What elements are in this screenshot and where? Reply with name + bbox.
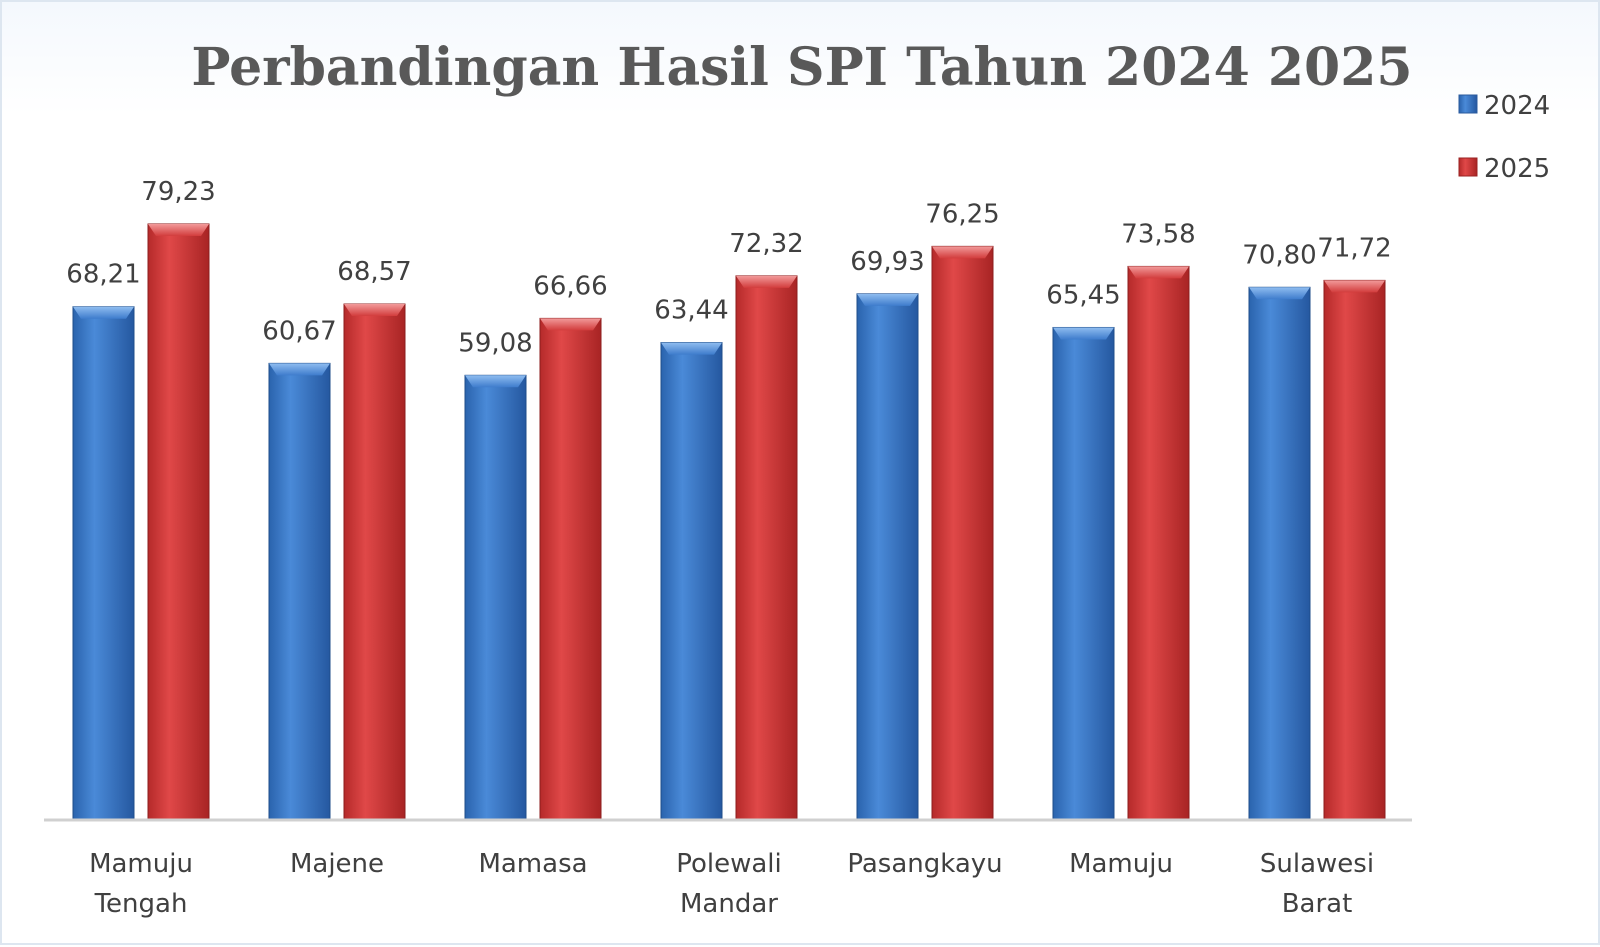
data-label-2024-3: 63,44 [654,296,728,326]
data-label-2025-5: 73,58 [1121,219,1195,249]
bar-cap [344,304,405,317]
bar-cap [148,223,209,236]
bar-2025-3 [735,275,798,820]
bar-cap [465,375,526,388]
data-label-2024-4: 69,93 [850,247,924,277]
legend: 2024 2025 [1458,91,1550,184]
bars-layer [72,223,1386,820]
data-label-2025-3: 72,32 [729,229,803,259]
legend-swatch-2025 [1458,157,1478,177]
bar-cap [1053,327,1114,340]
bar-cap [1249,287,1310,300]
legend-label-2025: 2025 [1484,154,1550,184]
bar-body [735,275,798,820]
category-label-3: Polewali Mandar [676,849,782,919]
data-label-2024-6: 70,80 [1242,240,1316,270]
bar-2025-2 [539,317,602,820]
chart-title: Perbandingan Hasil SPI Tahun 2024 2025 [191,37,1412,98]
bar-cap [1128,266,1189,279]
category-label-1: Majene [290,849,384,879]
bar-2024-3 [660,342,723,820]
bar-cap [932,246,993,259]
bar-cap [1324,280,1385,293]
bar-2024-2 [464,374,527,820]
data-label-2025-4: 76,25 [925,199,999,229]
bar-body [268,362,331,820]
legend-item-2025: 2025 [1458,154,1550,184]
data-label-2024-1: 60,67 [262,316,336,346]
bar-2025-6 [1323,279,1386,820]
data-label-2024-0: 68,21 [66,260,140,290]
bar-body [856,293,919,820]
bar-cap [540,318,601,331]
bar-2024-5 [1052,326,1115,820]
bar-2025-4 [931,245,994,820]
bar-2025-1 [343,303,406,820]
bar-cap [73,306,134,319]
bar-body [1052,326,1115,820]
bar-cap [269,363,330,376]
category-label-5: Mamuju [1069,849,1173,879]
bar-cap [736,275,797,288]
category-label-4: Pasangkayu [847,849,1002,879]
bar-body [72,306,135,820]
data-label-2025-6: 71,72 [1317,233,1391,263]
bar-body [931,245,994,820]
bar-cap [857,293,918,306]
legend-swatch-2024 [1458,94,1478,114]
bar-body [464,374,527,820]
category-label-6: Sulawesi Barat [1260,849,1374,919]
bar-cap [661,342,722,355]
data-label-2025-1: 68,57 [337,257,411,287]
bar-2024-1 [268,362,331,820]
bar-2025-5 [1127,265,1190,820]
bar-2024-6 [1248,286,1311,820]
bar-body [1248,286,1311,820]
bar-body [1127,265,1190,820]
bar-body [343,303,406,820]
category-label-2: Mamasa [478,849,587,879]
data-label-2024-2: 59,08 [458,328,532,358]
category-labels-layer: Mamuju Tengah Majene Mamasa Polewali Mandar Pa… [89,849,1374,919]
category-label-0: Mamuju Tengah [89,849,193,919]
bar-2024-4 [856,293,919,820]
bar-body [1323,279,1386,820]
bar-body [539,317,602,820]
data-label-2025-2: 66,66 [533,271,607,301]
bar-2024-0 [72,306,135,820]
data-label-2024-5: 65,45 [1046,280,1120,310]
legend-label-2024: 2024 [1484,91,1550,121]
data-labels-layer: 68,21 60,67 59,08 63,44 69,93 65,45 70,80 79,23… [66,177,1391,358]
bar-body [660,342,723,820]
bar-2025-0 [147,223,210,820]
legend-item-2024: 2024 [1458,91,1550,121]
bar-body [147,223,210,820]
data-label-2025-0: 79,23 [141,177,215,207]
